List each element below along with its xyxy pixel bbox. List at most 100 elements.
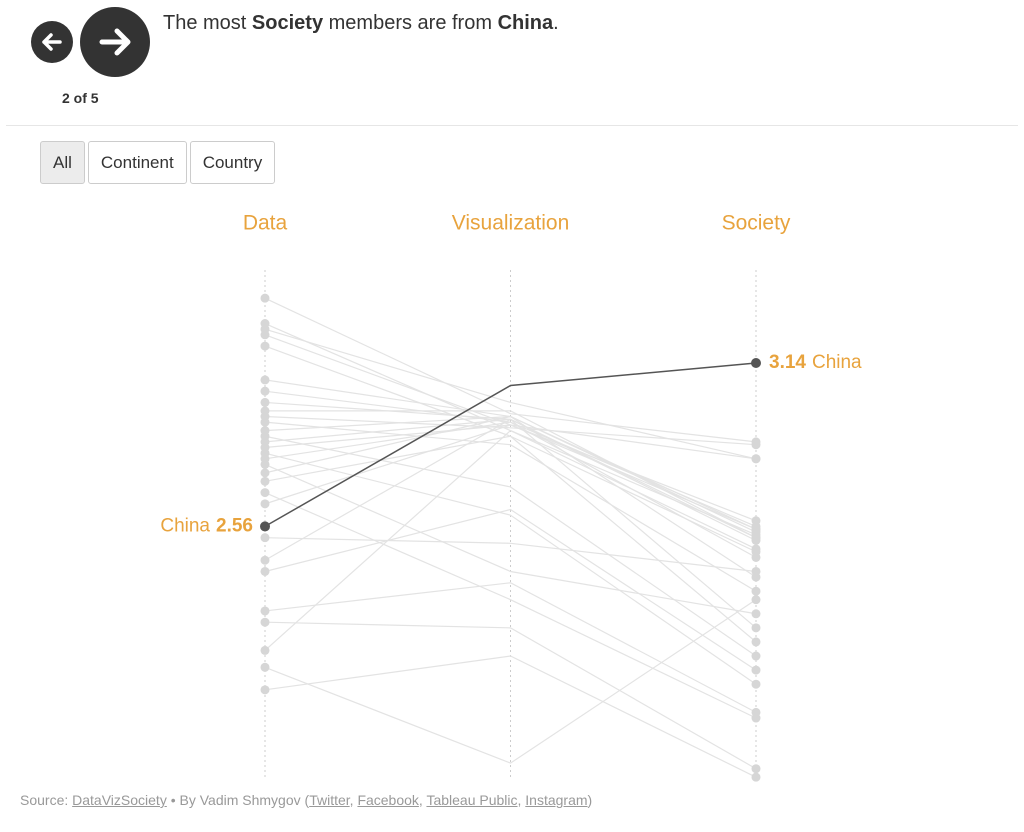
background-dot — [751, 609, 761, 619]
footer-text: • By Vadim Shmygov ( — [166, 792, 310, 808]
nav — [31, 7, 150, 77]
background-dot — [260, 375, 270, 385]
background-dot — [260, 499, 270, 509]
background-line — [264, 582, 757, 713]
background-line — [264, 415, 757, 446]
counter: 2 of 5 — [62, 90, 99, 106]
background-dot — [751, 623, 761, 633]
background-line — [264, 415, 757, 530]
background-dot — [260, 555, 270, 565]
divider — [6, 125, 1018, 126]
background-line — [264, 655, 757, 778]
background-dot — [751, 544, 761, 554]
background-line — [264, 463, 757, 615]
background-line — [264, 508, 757, 671]
background-dot — [751, 707, 761, 717]
next-button[interactable] — [80, 7, 150, 77]
background-dot — [751, 637, 761, 647]
background-dot — [260, 397, 270, 407]
footer-text: Source: — [20, 792, 73, 808]
background-line — [264, 418, 757, 561]
background-line — [264, 492, 757, 719]
label-value: 3.14 — [769, 352, 806, 373]
background-dot — [260, 476, 270, 486]
headline-text: . — [553, 12, 559, 34]
filters: All Continent Country — [40, 141, 276, 184]
background-dot — [260, 685, 270, 695]
background-dot — [751, 454, 761, 464]
footer-link[interactable]: Tableau Public — [426, 792, 518, 808]
background-dot — [260, 533, 270, 543]
background-line — [264, 421, 757, 558]
background-line — [264, 328, 757, 460]
footer-link[interactable]: Instagram — [525, 792, 588, 808]
footer: Source: DataVizSociety • By Vadim Shmygo… — [20, 792, 592, 808]
headline-text: The most — [163, 12, 252, 34]
highlight-label: China 2.56 — [160, 515, 253, 536]
filter-button[interactable]: Country — [189, 141, 276, 184]
footer-text: , — [418, 792, 427, 808]
background-dot — [751, 552, 761, 562]
label-name: China — [812, 352, 862, 373]
background-dot — [260, 617, 270, 627]
background-line — [264, 421, 757, 592]
axis-label: Data — [243, 212, 288, 235]
background-line — [264, 297, 757, 443]
background-dot — [751, 440, 761, 450]
background-dot — [260, 330, 270, 340]
background-dot — [260, 341, 270, 351]
background-dot — [260, 566, 270, 576]
background-dot — [260, 606, 270, 616]
label-name: China — [160, 515, 210, 536]
footer-text: , — [349, 792, 358, 808]
highlight-line — [264, 362, 757, 528]
background-dot — [260, 488, 270, 498]
background-dot — [751, 665, 761, 675]
background-line — [264, 424, 757, 522]
background-dot — [751, 764, 761, 774]
footer-text: ) — [587, 792, 593, 808]
background-dot — [260, 417, 270, 427]
highlight-dot — [260, 521, 270, 532]
background-dot — [260, 645, 270, 655]
background-line — [265, 410, 757, 539]
headline-strong: Society — [251, 12, 324, 34]
background-dot — [751, 516, 761, 526]
highlight-dot — [751, 357, 761, 368]
background-dot — [751, 524, 761, 534]
background-dot — [751, 586, 761, 596]
background-line — [264, 537, 757, 573]
background-dot — [260, 662, 270, 672]
background-line — [264, 429, 757, 651]
background-dot — [751, 533, 761, 543]
headline: The most Society members are from China. — [163, 12, 559, 35]
background-dot — [751, 651, 761, 661]
headline-text: members are from — [323, 12, 498, 34]
axis-label: Society — [722, 212, 791, 235]
footer-text: , — [517, 792, 526, 808]
background-dot — [751, 566, 761, 576]
footer-link[interactable]: Twitter — [309, 792, 350, 808]
background-line — [264, 435, 757, 643]
background-dot — [260, 468, 270, 478]
headline-strong: China — [497, 12, 554, 34]
background-line — [264, 452, 757, 685]
background-dot — [751, 679, 761, 689]
background-dot — [260, 459, 270, 469]
footer-link[interactable]: DataVizSociety — [72, 792, 167, 808]
background-dot — [260, 386, 270, 396]
chart: Data Visualization Society China 2.56 3.14 Chi… — [160, 212, 862, 782]
label-value: 2.56 — [216, 515, 253, 536]
filter-button[interactable]: Continent — [87, 141, 187, 184]
footer-link[interactable]: Facebook — [357, 792, 419, 808]
background-line — [264, 621, 757, 770]
axis-label: Visualization — [452, 212, 570, 235]
highlight-label: 3.14 China — [769, 352, 862, 373]
prev-button[interactable] — [31, 21, 73, 63]
filter-button[interactable]: All — [40, 141, 85, 184]
background-line — [264, 599, 757, 764]
background-dot — [751, 772, 761, 782]
background-dot — [260, 293, 270, 303]
background-dot — [751, 595, 761, 605]
